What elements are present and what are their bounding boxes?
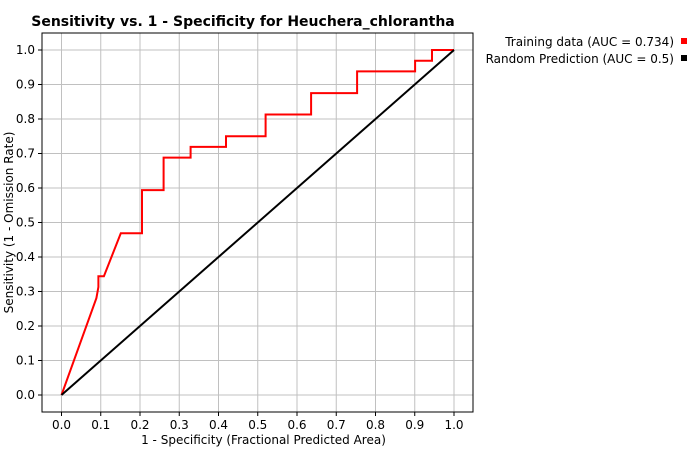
random-prediction-line: [60, 49, 455, 396]
x-tick-label: 0.6: [287, 418, 306, 432]
legend-label: Training data (AUC = 0.734): [504, 35, 674, 49]
y-tick-label: 0.2: [16, 319, 35, 333]
x-tick-label: 0.1: [91, 418, 110, 432]
legend: Training data (AUC = 0.734) Random Predic…: [486, 35, 687, 66]
y-tick-label: 0.9: [16, 78, 35, 92]
y-tick-label: 0.4: [16, 250, 35, 264]
training-data-line: [60, 49, 454, 396]
legend-swatch: [681, 38, 687, 44]
x-tick-label: 0.5: [248, 418, 267, 432]
x-tick-label: 0.9: [405, 418, 424, 432]
x-tick-label: 0.8: [366, 418, 385, 432]
y-tick-label: 0.1: [16, 354, 35, 368]
y-tick-label: 0.6: [16, 181, 35, 195]
y-axis-label: Sensitivity (1 - Omission Rate): [2, 132, 16, 314]
plot-frame: [41, 32, 474, 413]
x-tick-label: 0.4: [209, 418, 228, 432]
x-tick-label: 0.0: [52, 418, 71, 432]
x-tick-label: 0.7: [327, 418, 346, 432]
x-axis-label: 1 - Specificity (Fractional Predicted Ar…: [141, 433, 386, 447]
y-tick-label: 1.0: [16, 43, 35, 57]
y-tick-label: 0.5: [16, 216, 35, 230]
ticks: 0.0 0.1 0.2 0.3 0.4 0.5 0.6 0.7 0.8 0.9 1.0 0.0 0.1 0…: [16, 43, 464, 432]
y-tick-label: 0.3: [16, 285, 35, 299]
legend-label: Random Prediction (AUC = 0.5): [486, 52, 674, 66]
x-tick-label: 1.0: [444, 418, 463, 432]
chart-title: Sensitivity vs. 1 - Specificity for Heuc…: [31, 14, 455, 30]
grid: [42, 33, 473, 412]
y-tick-label: 0.0: [16, 388, 35, 402]
x-tick-label: 0.3: [170, 418, 189, 432]
y-tick-label: 0.7: [16, 147, 35, 161]
series-lines: [60, 49, 455, 396]
x-tick-label: 0.2: [130, 418, 149, 432]
y-tick-label: 0.8: [16, 112, 35, 126]
legend-swatch: [681, 55, 687, 61]
